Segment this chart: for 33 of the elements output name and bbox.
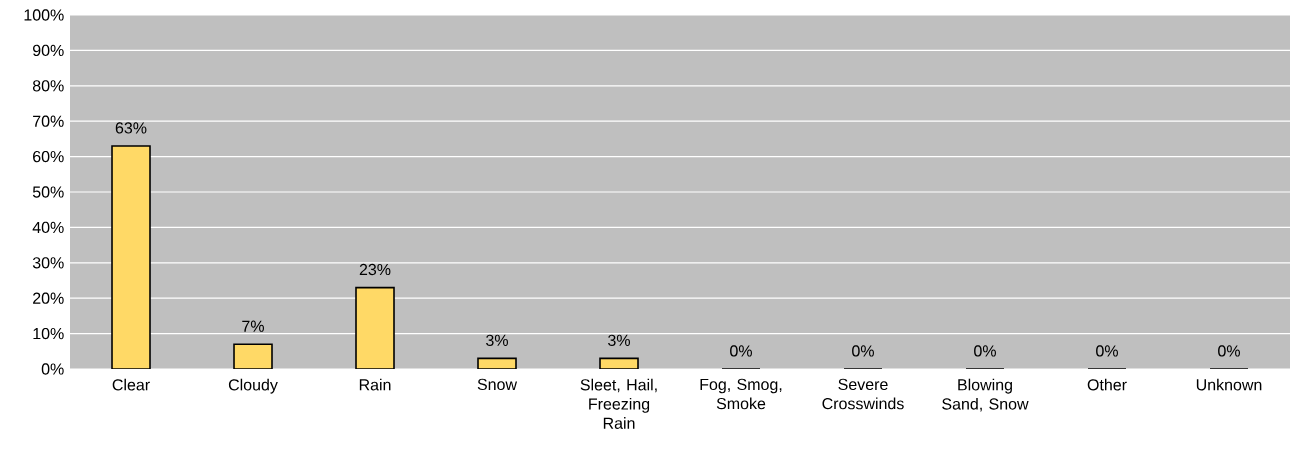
data-label: 0% xyxy=(730,345,752,357)
y-tick-label: 10% xyxy=(33,327,64,340)
x-tick-label: Cloudy xyxy=(228,378,278,394)
y-tick-label: 40% xyxy=(32,221,64,234)
x-tick-label: Clear xyxy=(112,378,150,391)
data-label: 0% xyxy=(852,345,874,357)
x-tick-label: Fog, Smog, Smoke xyxy=(700,378,782,410)
data-label: 7% xyxy=(242,320,264,332)
bar xyxy=(111,145,151,369)
y-tick-label: 0% xyxy=(41,363,64,375)
y-tick-label: 100% xyxy=(24,9,64,21)
data-label: 3% xyxy=(486,334,508,346)
data-label: 0% xyxy=(974,345,996,357)
bar xyxy=(355,286,395,369)
x-tick-label: Severe Crosswinds xyxy=(822,378,904,410)
x-tick-label: Other xyxy=(1087,378,1127,391)
x-tick-label: Blowing Sand, Snow xyxy=(942,378,1029,412)
x-tick-label: Rain xyxy=(359,378,391,391)
data-label: 3% xyxy=(608,334,630,346)
x-tick-label: Unknown xyxy=(1196,378,1262,391)
y-tick-label: 60% xyxy=(33,150,64,163)
y-tick-label: 70% xyxy=(33,115,64,127)
data-label: 23% xyxy=(359,263,391,276)
y-tick-label: 30% xyxy=(32,257,64,269)
x-tick-label: Snow xyxy=(477,378,518,391)
x-tick-label: Sleet, Hail, Freezing Rain xyxy=(580,378,657,429)
y-tick-label: 90% xyxy=(33,44,64,57)
y-tick-label: 80% xyxy=(32,80,64,92)
data-label: 0% xyxy=(1096,345,1118,357)
data-label: 63% xyxy=(115,122,147,134)
data-label: 0% xyxy=(1218,345,1240,357)
y-tick-label: 50% xyxy=(32,186,64,198)
y-tick-label: 20% xyxy=(33,292,64,304)
